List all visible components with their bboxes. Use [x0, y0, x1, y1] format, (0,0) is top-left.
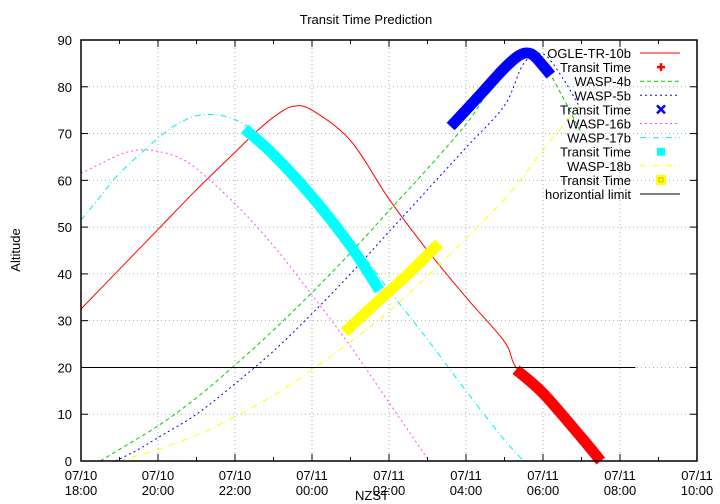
- x-tick-label-time: 10:00: [681, 483, 714, 498]
- chart-title: Transit Time Prediction: [300, 12, 432, 27]
- legend-label: Transit Time: [560, 145, 631, 160]
- legend-label: WASP-17b: [567, 131, 631, 146]
- y-axis-tick-labels: 0 10 20 30 40 50 60 70 80 90: [58, 33, 72, 469]
- series-wasp-17b: [80, 113, 525, 462]
- x-tick-label-time: 20:00: [142, 483, 175, 498]
- series-wasp-18b: [119, 102, 582, 462]
- y-tick-label: 30: [58, 314, 72, 329]
- y-tick-label: 40: [58, 267, 72, 282]
- x-tick-label-time: 22:00: [219, 483, 252, 498]
- legend-square-marker: [656, 174, 666, 185]
- legend-label: WASP-16b: [567, 117, 631, 132]
- y-tick-label: 0: [65, 454, 72, 469]
- x-tick-label-time: 08:00: [604, 483, 637, 498]
- x-tick-label-time: 00:00: [296, 483, 329, 498]
- legend-label: Transit Time: [560, 60, 631, 75]
- transit-band-00ffff: [240, 124, 385, 294]
- y-tick-label: 50: [58, 220, 72, 235]
- legend-label: WASP-18b: [567, 159, 631, 174]
- series-wasp-5b: [115, 52, 582, 462]
- x-axis-tick-labels: 07/1018:0007/1020:0007/1022:0007/1100:00…: [65, 468, 714, 498]
- x-tick-label-date: 07/11: [296, 468, 328, 483]
- y-tick-label: 20: [58, 360, 72, 375]
- x-tick-label-date: 07/10: [65, 468, 98, 483]
- y-axis-label: Altitude: [8, 228, 23, 271]
- legend-label: horizontial limit: [545, 187, 631, 202]
- x-tick-label-date: 07/11: [527, 468, 559, 483]
- y-tick-label: 70: [58, 127, 72, 142]
- legend-square-marker: [657, 147, 665, 156]
- series-wasp-4b: [99, 48, 582, 462]
- axis-ticks: [80, 39, 698, 462]
- transit-band-ffff00: [340, 239, 443, 337]
- y-tick-label: 10: [58, 407, 72, 422]
- legend-square-inner: [658, 177, 664, 183]
- x-tick-label-date: 07/11: [373, 468, 405, 483]
- x-tick-label-date: 07/10: [142, 468, 175, 483]
- legend-label: Transit Time: [560, 102, 631, 117]
- x-tick-label-time: 06:00: [527, 483, 560, 498]
- legend-label: OGLE-TR-10b: [547, 46, 631, 61]
- x-tick-label-time: 04:00: [450, 483, 483, 498]
- y-tick-label: 60: [58, 173, 72, 188]
- y-tick-label: 90: [58, 33, 72, 48]
- transit-band-0000ff: [446, 47, 555, 131]
- transit-band-ff0000: [512, 365, 606, 465]
- legend-label: WASP-4b: [574, 74, 631, 89]
- x-tick-label-date: 07/11: [450, 468, 482, 483]
- x-tick-label-time: 02:00: [373, 483, 406, 498]
- legend-label: Transit Time: [560, 173, 631, 188]
- legend-plus-marker: [657, 63, 665, 72]
- x-tick-label-date: 07/10: [219, 468, 252, 483]
- x-axis-label: NZST: [355, 488, 389, 503]
- series-ogle-tr-10b: [80, 105, 602, 462]
- x-tick-label-date: 07/11: [604, 468, 636, 483]
- legend-cross-marker: [656, 104, 666, 115]
- data-series: [80, 47, 636, 465]
- x-tick-label-date: 07/11: [681, 468, 713, 483]
- x-tick-label-time: 18:00: [65, 483, 98, 498]
- y-tick-label: 80: [58, 80, 72, 95]
- legend-label: WASP-5b: [574, 88, 631, 103]
